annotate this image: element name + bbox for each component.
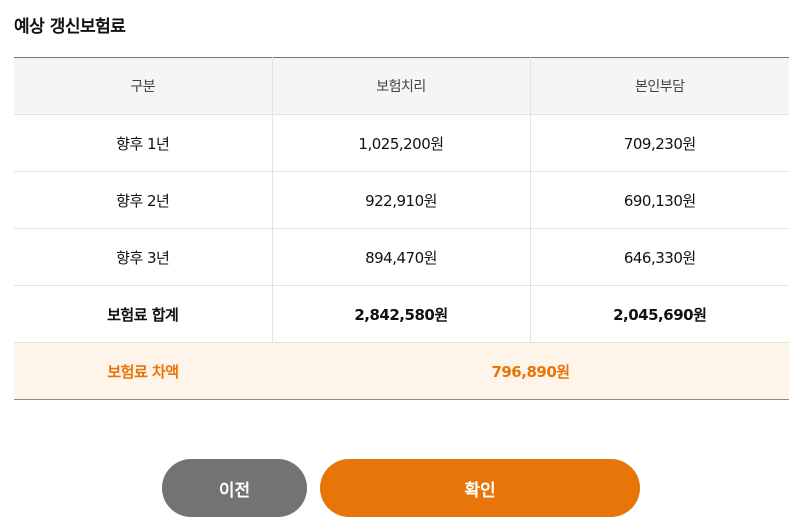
- insurance-amount: 1,025,200원: [271, 114, 530, 172]
- confirm-button[interactable]: 확인: [320, 459, 640, 517]
- self-payment-amount: 690,130원: [529, 171, 789, 229]
- difference-amount: 796,890원: [272, 342, 789, 400]
- table-row: 향후 1년 1,025,200원 709,230원: [14, 114, 789, 172]
- table-row: 향후 3년 894,470원 646,330원: [14, 228, 789, 286]
- row-label: 향후 3년: [14, 228, 272, 286]
- row-label: 향후 1년: [14, 114, 272, 172]
- premium-table: 구분 보험치리 본인부담 향후 1년 1,025,200원 709,230원 향…: [14, 57, 789, 400]
- prev-button[interactable]: 이전: [162, 459, 307, 517]
- row-label: 향후 2년: [14, 171, 272, 229]
- total-row: 보험료 합계 2,842,580원 2,045,690원: [14, 285, 789, 343]
- difference-label: 보험료 차액: [14, 342, 272, 400]
- self-payment-amount: 709,230원: [529, 114, 789, 172]
- table-row: 향후 2년 922,910원 690,130원: [14, 171, 789, 229]
- self-payment-amount: 646,330원: [529, 228, 789, 286]
- column-header-category: 구분: [14, 57, 272, 115]
- total-self-payment-amount: 2,045,690원: [529, 285, 789, 343]
- page-title: 예상 갱신보험료: [14, 17, 126, 37]
- insurance-amount: 922,910원: [271, 171, 530, 229]
- column-header-self-payment: 본인부담: [529, 57, 789, 115]
- column-header-insurance: 보험치리: [271, 57, 530, 115]
- insurance-amount: 894,470원: [271, 228, 530, 286]
- total-label: 보험료 합계: [14, 285, 272, 343]
- difference-row: 보험료 차액 796,890원: [14, 342, 789, 400]
- total-insurance-amount: 2,842,580원: [271, 285, 530, 343]
- table-header-row: 구분 보험치리 본인부담: [14, 57, 789, 115]
